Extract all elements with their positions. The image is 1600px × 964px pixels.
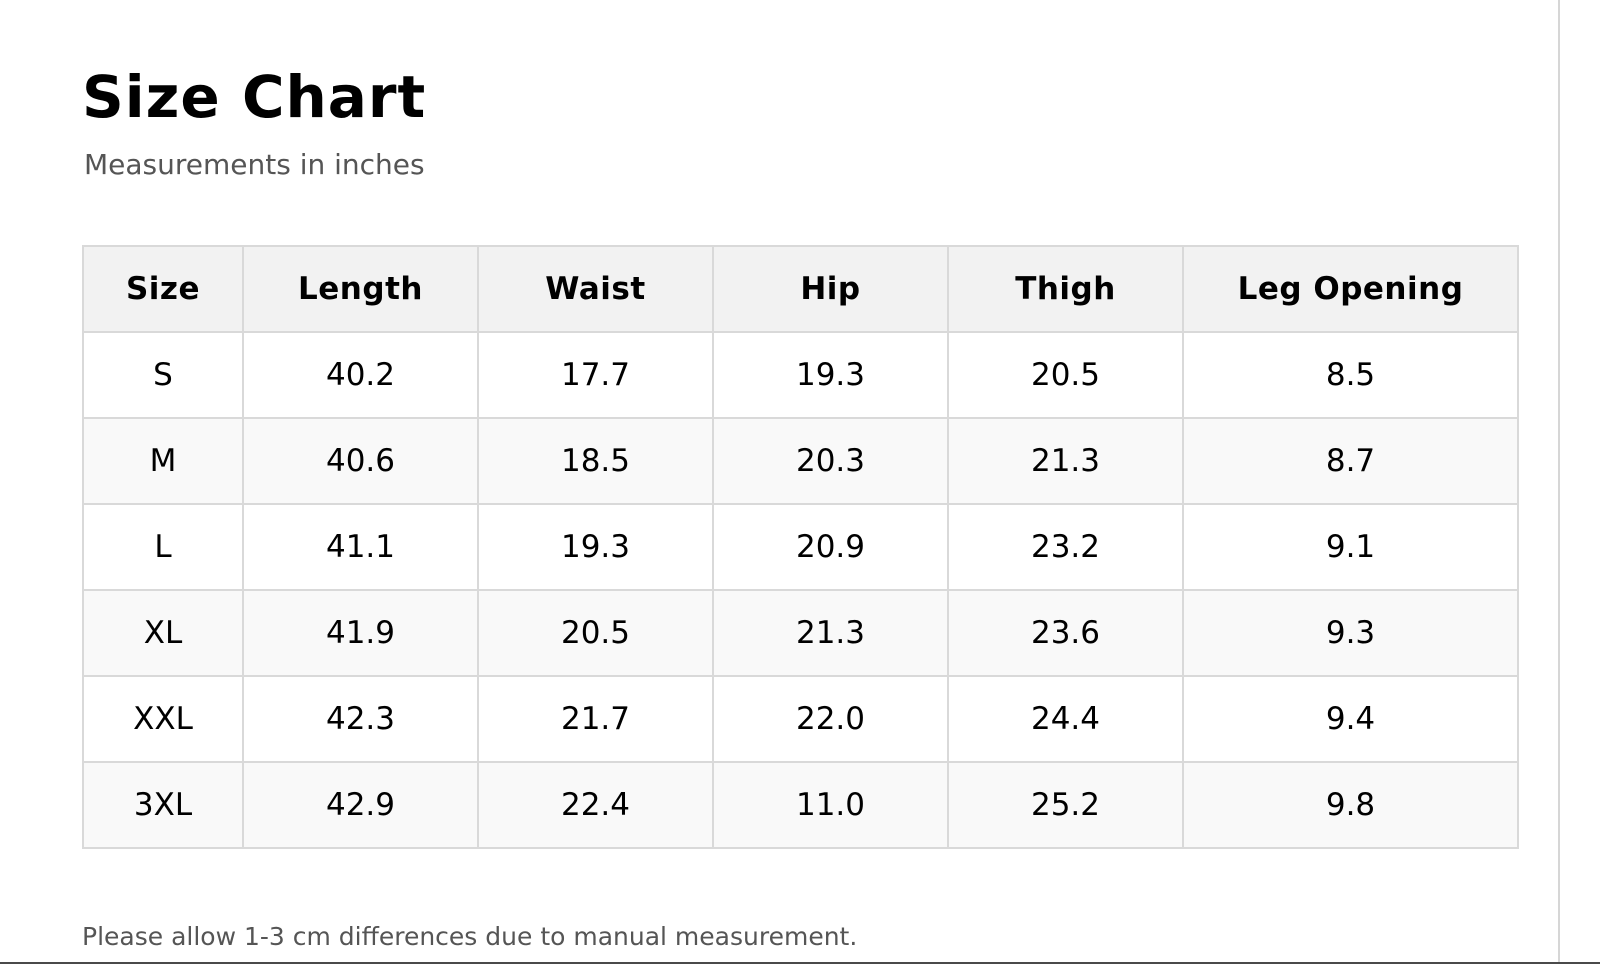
bottom-edge-divider [0, 962, 1600, 964]
table-row: 3XL 42.9 22.4 11.0 25.2 9.8 [82, 761, 1519, 849]
cell-length: 42.3 [242, 675, 479, 763]
cell-thigh: 21.3 [947, 417, 1184, 505]
cell-length: 41.1 [242, 503, 479, 591]
cell-length: 42.9 [242, 761, 479, 849]
cell-leg-opening: 9.4 [1182, 675, 1519, 763]
cell-thigh: 23.2 [947, 503, 1184, 591]
cell-waist: 21.7 [477, 675, 714, 763]
table-row: XXL 42.3 21.7 22.0 24.4 9.4 [82, 675, 1519, 763]
cell-length: 40.6 [242, 417, 479, 505]
cell-waist: 18.5 [477, 417, 714, 505]
cell-thigh: 20.5 [947, 331, 1184, 419]
page-title: Size Chart [82, 63, 427, 131]
cell-size: 3XL [82, 761, 244, 849]
cell-thigh: 25.2 [947, 761, 1184, 849]
table-header-row: Size Length Waist Hip Thigh Leg Opening [82, 245, 1519, 333]
cell-thigh: 24.4 [947, 675, 1184, 763]
cell-hip: 20.3 [712, 417, 949, 505]
table-row: XL 41.9 20.5 21.3 23.6 9.3 [82, 589, 1519, 677]
cell-hip: 22.0 [712, 675, 949, 763]
cell-waist: 20.5 [477, 589, 714, 677]
cell-waist: 22.4 [477, 761, 714, 849]
header-length: Length [242, 245, 479, 333]
header-leg-opening: Leg Opening [1182, 245, 1519, 333]
cell-leg-opening: 8.5 [1182, 331, 1519, 419]
table-row: L 41.1 19.3 20.9 23.2 9.1 [82, 503, 1519, 591]
cell-leg-opening: 9.8 [1182, 761, 1519, 849]
cell-hip: 11.0 [712, 761, 949, 849]
cell-waist: 19.3 [477, 503, 714, 591]
cell-hip: 21.3 [712, 589, 949, 677]
header-waist: Waist [477, 245, 714, 333]
table-row: S 40.2 17.7 19.3 20.5 8.5 [82, 331, 1519, 419]
cell-length: 40.2 [242, 331, 479, 419]
header-hip: Hip [712, 245, 949, 333]
size-table: Size Length Waist Hip Thigh Leg Opening … [82, 245, 1519, 849]
cell-size: XXL [82, 675, 244, 763]
cell-size: M [82, 417, 244, 505]
measurement-note: Please allow 1-3 cm differences due to m… [82, 922, 858, 951]
cell-size: XL [82, 589, 244, 677]
header-thigh: Thigh [947, 245, 1184, 333]
right-edge-divider [1558, 0, 1560, 964]
cell-waist: 17.7 [477, 331, 714, 419]
cell-leg-opening: 9.3 [1182, 589, 1519, 677]
cell-hip: 19.3 [712, 331, 949, 419]
cell-leg-opening: 9.1 [1182, 503, 1519, 591]
cell-thigh: 23.6 [947, 589, 1184, 677]
header-size: Size [82, 245, 244, 333]
cell-leg-opening: 8.7 [1182, 417, 1519, 505]
cell-size: S [82, 331, 244, 419]
cell-length: 41.9 [242, 589, 479, 677]
page-subtitle: Measurements in inches [84, 148, 425, 181]
cell-size: L [82, 503, 244, 591]
cell-hip: 20.9 [712, 503, 949, 591]
table-row: M 40.6 18.5 20.3 21.3 8.7 [82, 417, 1519, 505]
